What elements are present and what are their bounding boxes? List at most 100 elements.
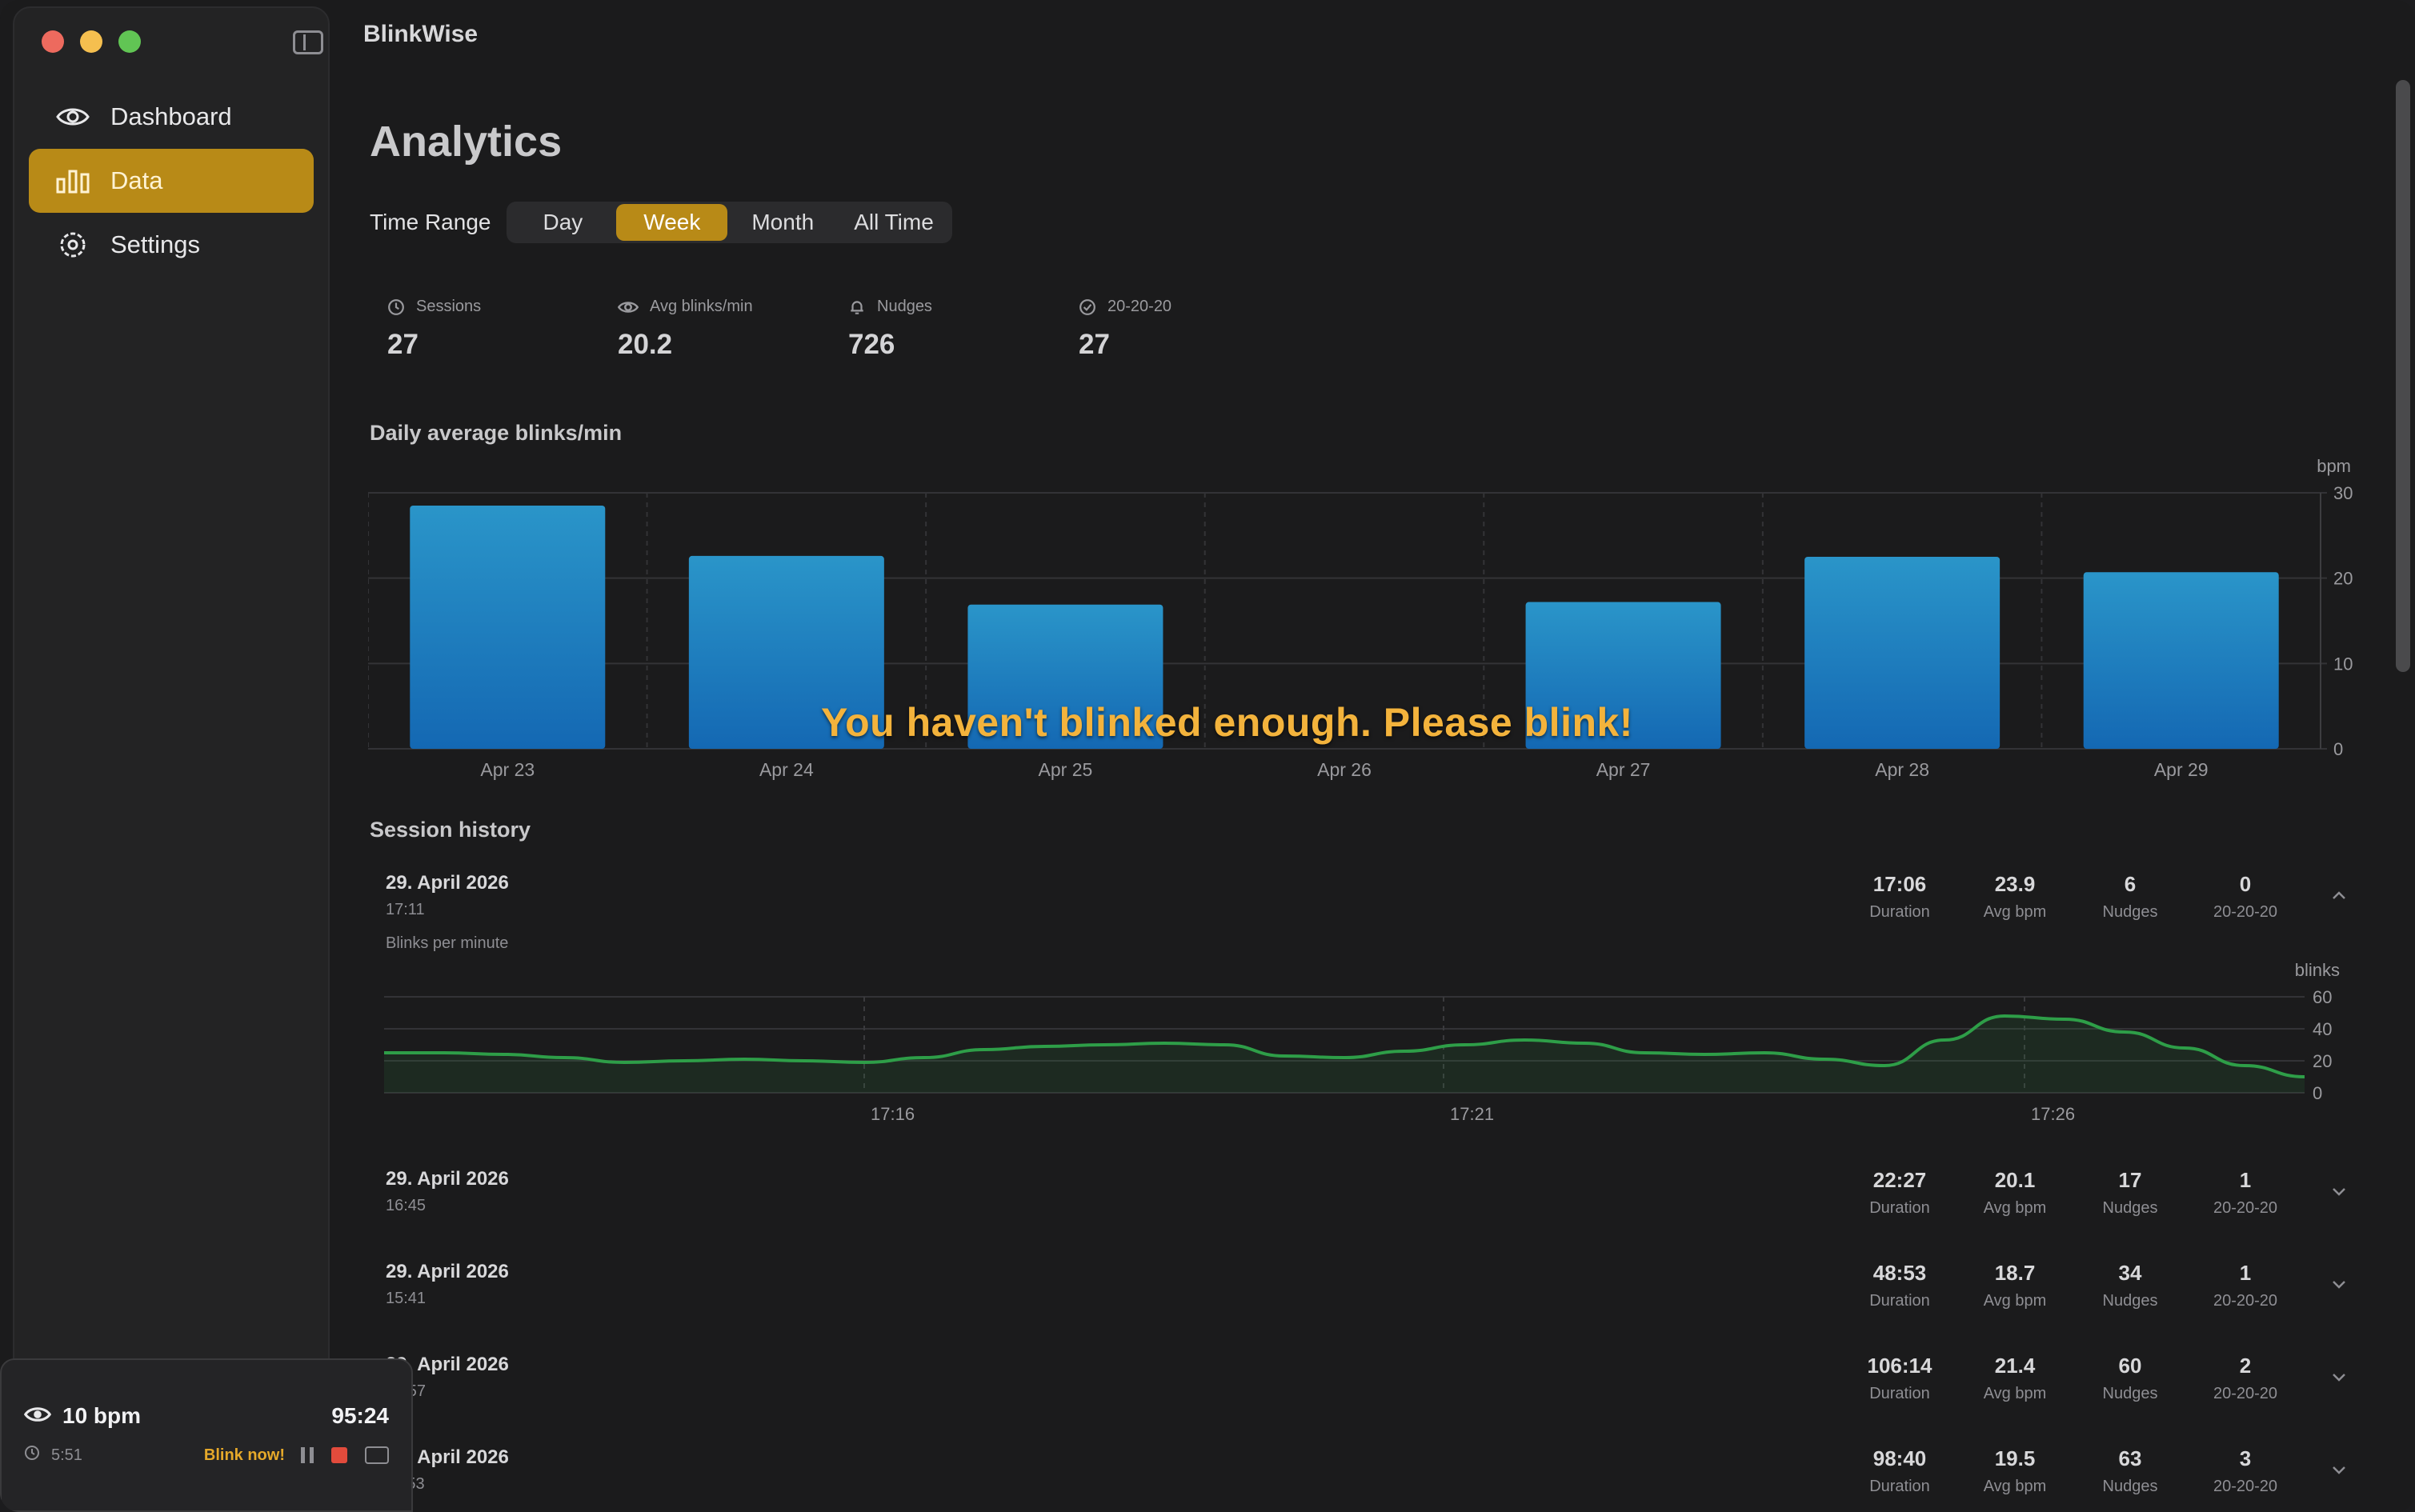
x-tick-label: Apr 23 xyxy=(480,759,535,780)
minimize-window-button[interactable] xyxy=(80,30,102,53)
session-avg-bpm: 19.5 xyxy=(1994,1446,2036,1470)
page-title: Analytics xyxy=(370,118,563,166)
x-tick-label: Apr 27 xyxy=(1596,759,1651,780)
metric-label: Duration xyxy=(1869,903,1930,921)
session-avg-bpm: 21.4 xyxy=(1994,1354,2036,1378)
session-avg-bpm: 23.9 xyxy=(1994,872,2036,896)
session-nudges: 63 xyxy=(2118,1446,2142,1470)
time-range-week[interactable]: Week xyxy=(616,204,728,241)
pause-icon[interactable] xyxy=(301,1447,314,1463)
chevron-up-icon[interactable] xyxy=(2327,883,2351,907)
x-tick-label: 17:21 xyxy=(1450,1104,1494,1124)
x-tick-label: 17:16 xyxy=(871,1104,915,1124)
zoom-window-button[interactable] xyxy=(118,30,141,53)
daily-chart-title: Daily average blinks/min xyxy=(370,421,623,445)
x-tick-label: Apr 28 xyxy=(1875,759,1929,780)
bar xyxy=(410,506,606,749)
close-window-button[interactable] xyxy=(42,30,64,53)
session-timer: 95:24 xyxy=(331,1403,389,1428)
metric-label: 20-20-20 xyxy=(2213,1292,2278,1310)
time-range-month[interactable]: Month xyxy=(751,210,815,234)
stat-value: 20.2 xyxy=(618,329,673,360)
sidebar-nav: Dashboard Data Settings xyxy=(29,85,314,277)
sidebar-item-data[interactable]: Data xyxy=(29,149,314,213)
bar xyxy=(1804,557,2000,749)
session-duration: 17:06 xyxy=(1872,872,1927,896)
eye-icon xyxy=(56,100,90,134)
metric-label: 20-20-20 xyxy=(2213,1385,2278,1402)
metric-label: 20-20-20 xyxy=(2213,1478,2278,1495)
sidebar-toggle-icon[interactable] xyxy=(293,30,323,54)
y-tick-label: 30 xyxy=(2333,483,2353,503)
y-tick-label: 10 xyxy=(2333,654,2353,674)
y-tick-label: 0 xyxy=(2333,739,2343,759)
metric-label: Duration xyxy=(1869,1478,1930,1495)
session-metrics: 22:27 Duration 20.1 Avg bpm 17 Nudges 1 20-2… xyxy=(1842,1168,2303,1218)
chevron-down-icon[interactable] xyxy=(2327,1365,2351,1389)
session-row[interactable]: 29. April 2026 15:41 48:53 Duration 18.7 A… xyxy=(386,1261,2351,1310)
chevron-down-icon[interactable] xyxy=(2327,1179,2351,1203)
time-range-all-time[interactable]: All Time xyxy=(854,210,934,234)
stat-value: 726 xyxy=(848,329,895,360)
stat-value: 27 xyxy=(387,329,419,360)
session-duration: 22:27 xyxy=(1872,1168,1927,1192)
session-start-time: 17:11 xyxy=(386,901,425,918)
session-date: 29. April 2026 xyxy=(386,1261,509,1282)
y-tick-label: 0 xyxy=(2313,1083,2322,1103)
sidebar-item-settings[interactable]: Settings xyxy=(29,213,314,277)
metric-label: 20-20-20 xyxy=(2213,1199,2278,1217)
session-start-time: 15:41 xyxy=(386,1290,427,1307)
session-twenty: 0 xyxy=(2239,872,2252,896)
session-metrics: 106:14 Duration 21.4 Avg bpm 60 Nudges 2 20-… xyxy=(1842,1354,2303,1403)
mini-status-panel: 10 bpm 95:24 5:51 Blink now! xyxy=(0,1358,413,1512)
stat-sessions: Sessions 27 xyxy=(387,298,618,361)
clock-icon xyxy=(388,298,404,315)
session-twenty: 2 xyxy=(2239,1354,2252,1378)
chevron-down-icon[interactable] xyxy=(2327,1272,2351,1296)
session-row[interactable]: 29. April 2026 17:11 17:06 Duration 23.9 A… xyxy=(386,872,2351,922)
x-tick-label: Apr 24 xyxy=(759,759,814,780)
bar xyxy=(1525,602,1721,749)
metric-label: Nudges xyxy=(2102,1385,2158,1402)
x-tick-label: Apr 25 xyxy=(1039,759,1093,780)
blink-now-alert: Blink now! xyxy=(203,1446,285,1464)
session-duration: 106:14 xyxy=(1867,1354,1932,1378)
stat-nudges: Nudges 726 xyxy=(848,298,1079,361)
daily-bar-chart: bpm 0 10 20 30 Apr 23 Apr 24 Apr 25 Apr 26 Apr 27… xyxy=(368,456,2353,780)
gear-icon xyxy=(56,228,90,262)
sidebar-item-label: Settings xyxy=(110,230,201,258)
scrollbar[interactable] xyxy=(2396,80,2410,672)
sidebar-item-label: Dashboard xyxy=(110,102,232,130)
time-range-control: Time Range Day Week Month All Time xyxy=(370,202,952,243)
time-range-label: Time Range xyxy=(370,210,491,234)
metric-label: Avg bpm xyxy=(1983,1199,2047,1217)
session-metrics: 17:06 Duration 23.9 Avg bpm 6 Nudges 0 20-20… xyxy=(1842,872,2303,922)
stat-label: Sessions xyxy=(416,298,482,315)
metric-label: Nudges xyxy=(2102,1199,2158,1217)
bar-chart-icon xyxy=(56,164,90,198)
x-tick-label: Apr 26 xyxy=(1317,759,1372,780)
stat-value: 27 xyxy=(1079,329,1110,360)
session-row[interactable]: 29. April 2026 16:45 22:27 Duration 20.1 A… xyxy=(386,1168,2351,1218)
x-tick-label: 17:26 xyxy=(2031,1104,2075,1124)
metric-label: Duration xyxy=(1869,1385,1930,1402)
chevron-down-icon[interactable] xyxy=(2327,1458,2351,1482)
metric-label: Duration xyxy=(1869,1199,1930,1217)
session-date: 29. April 2026 xyxy=(386,1168,509,1190)
stop-icon[interactable] xyxy=(331,1447,347,1463)
session-line-chart: blinks 0 20 40 60 17:16 17:21 17:26 xyxy=(384,960,2340,1124)
sidebar-item-dashboard[interactable]: Dashboard xyxy=(29,85,314,149)
metric-label: 20-20-20 xyxy=(2213,903,2278,921)
session-nudges: 17 xyxy=(2118,1168,2142,1192)
metric-label: Duration xyxy=(1869,1292,1930,1310)
stat-label: Avg blinks/min xyxy=(650,298,753,315)
y-tick-label: 40 xyxy=(2313,1019,2332,1039)
time-range-day[interactable]: Day xyxy=(543,210,583,234)
y-tick-label: 20 xyxy=(2313,1051,2332,1071)
eye-icon xyxy=(618,301,639,313)
window-icon[interactable] xyxy=(365,1446,389,1464)
series-line xyxy=(384,1014,2305,1078)
